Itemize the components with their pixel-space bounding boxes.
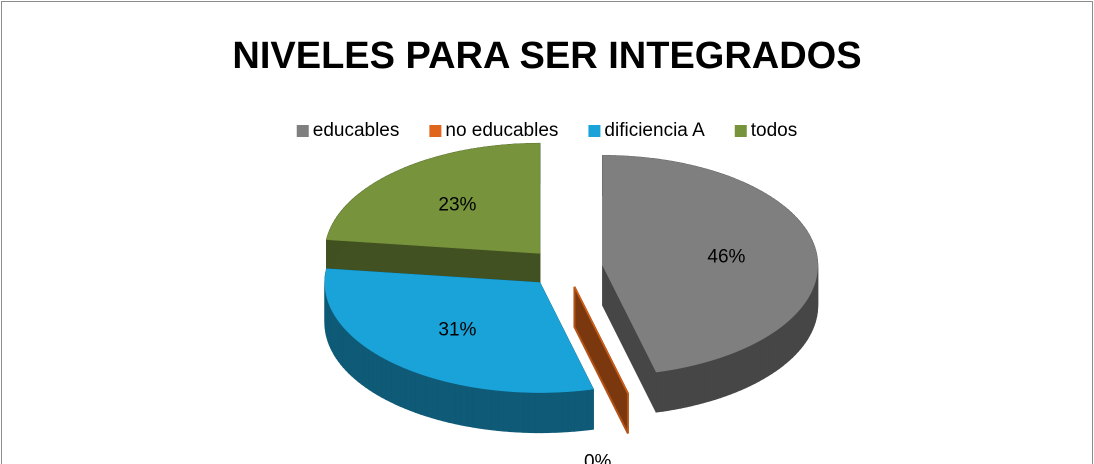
slice-side bbox=[528, 391, 537, 434]
slice-side bbox=[735, 349, 742, 393]
data-label: 46% bbox=[707, 247, 745, 268]
legend-label: todos bbox=[751, 120, 797, 141]
pie-slice bbox=[573, 286, 629, 434]
slice-side bbox=[661, 369, 669, 412]
slice-side bbox=[361, 343, 366, 388]
slice-side bbox=[782, 321, 788, 367]
slice-side bbox=[680, 366, 687, 409]
pie-slice bbox=[324, 268, 594, 434]
pie-slice bbox=[602, 155, 819, 413]
slice-side bbox=[478, 387, 486, 430]
slice-side bbox=[771, 329, 777, 375]
slice-side bbox=[490, 389, 499, 431]
data-label: 23% bbox=[438, 195, 476, 216]
slice-side bbox=[503, 390, 511, 433]
slice-side bbox=[368, 348, 374, 393]
slice-side bbox=[535, 392, 543, 434]
slice-side bbox=[448, 381, 456, 425]
slice-side bbox=[372, 351, 378, 396]
legend-swatch bbox=[588, 125, 601, 137]
slice-side bbox=[516, 391, 524, 433]
slice-side bbox=[541, 391, 550, 434]
slice-side bbox=[586, 388, 594, 431]
slice-side bbox=[561, 391, 569, 433]
slice-top bbox=[602, 155, 818, 373]
slice-side bbox=[425, 375, 433, 419]
slice-side bbox=[697, 361, 705, 405]
legend-item: todos bbox=[734, 120, 797, 141]
legend-item: dificiencia A bbox=[588, 120, 705, 141]
slice-side bbox=[745, 344, 751, 389]
slice-side bbox=[749, 342, 756, 387]
slice-side bbox=[390, 360, 396, 405]
legend-label: educables bbox=[313, 120, 400, 141]
legend-label: dificiencia A bbox=[604, 120, 705, 141]
slice-side bbox=[414, 371, 422, 415]
slice-side bbox=[667, 368, 676, 411]
slice-side bbox=[754, 339, 761, 384]
slice-side bbox=[730, 351, 737, 395]
slice-side bbox=[708, 358, 716, 402]
slice-top bbox=[324, 268, 594, 393]
slice-side bbox=[759, 337, 765, 382]
slice-side bbox=[484, 388, 492, 431]
legend-label: no educables bbox=[445, 120, 558, 141]
slice-side bbox=[394, 363, 401, 407]
slice-side bbox=[399, 365, 406, 410]
slice-top bbox=[326, 143, 541, 254]
slice-side bbox=[466, 385, 474, 428]
slice-side bbox=[460, 384, 468, 427]
slice-side bbox=[703, 360, 710, 404]
slice-side bbox=[509, 391, 518, 433]
slice-side bbox=[740, 346, 747, 391]
slice-side bbox=[567, 390, 575, 433]
legend-item: no educables bbox=[429, 120, 558, 141]
slice-side bbox=[385, 358, 392, 403]
slice-side bbox=[775, 327, 781, 372]
slice-side bbox=[354, 337, 359, 383]
slice-side bbox=[442, 380, 450, 423]
slice-side bbox=[779, 324, 784, 370]
slice-side bbox=[725, 353, 732, 397]
legend-item: educables bbox=[296, 120, 400, 141]
data-label: 0% bbox=[584, 451, 612, 464]
slice-side bbox=[409, 369, 416, 413]
slice-side bbox=[420, 373, 427, 417]
slice-side bbox=[691, 363, 699, 407]
slice-side bbox=[454, 382, 462, 426]
slice-side bbox=[719, 355, 727, 399]
slice-side bbox=[364, 345, 370, 391]
slice-side bbox=[554, 391, 563, 433]
slice-side bbox=[357, 340, 363, 386]
slice-side bbox=[436, 378, 444, 422]
slice-side bbox=[763, 335, 769, 380]
slice-side bbox=[522, 391, 530, 433]
slice-side bbox=[404, 367, 411, 412]
slice-side bbox=[580, 389, 588, 432]
legend-swatch bbox=[429, 125, 442, 137]
slice-side bbox=[674, 367, 682, 410]
slice-side bbox=[472, 386, 480, 429]
slice-side bbox=[685, 364, 693, 408]
slice-side bbox=[431, 376, 438, 420]
slice-side bbox=[376, 353, 383, 398]
slice-side bbox=[548, 391, 556, 434]
data-label: 31% bbox=[438, 319, 476, 340]
slice-side bbox=[573, 390, 582, 432]
legend-swatch bbox=[296, 125, 309, 137]
slice-side bbox=[767, 332, 773, 377]
slice-side bbox=[497, 389, 505, 432]
legend-swatch bbox=[734, 125, 747, 137]
chart-title: NIVELES PARA SER INTEGRADOS bbox=[232, 35, 861, 77]
slice-side bbox=[655, 370, 663, 413]
slice-side bbox=[381, 356, 387, 401]
slice-side bbox=[714, 356, 721, 401]
